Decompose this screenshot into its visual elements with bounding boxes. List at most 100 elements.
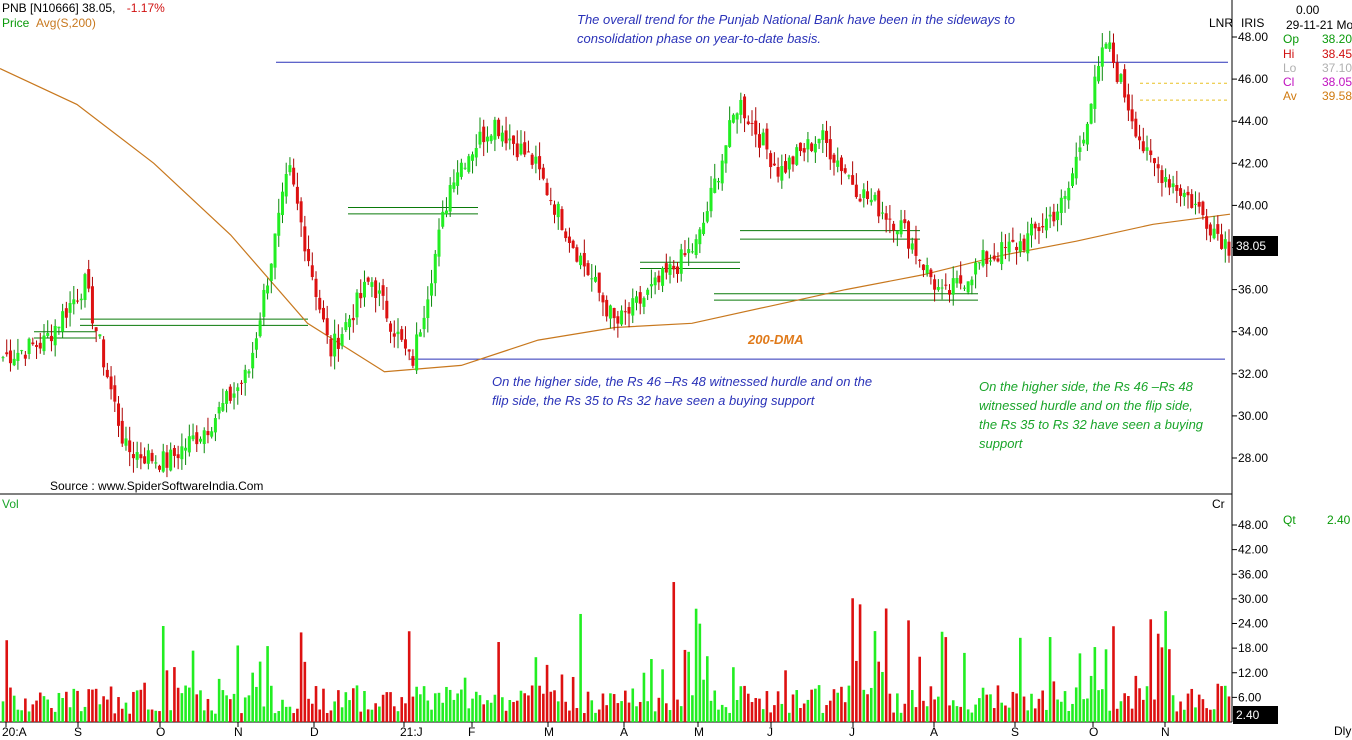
candle-body: [307, 248, 311, 262]
candle-body: [452, 182, 456, 189]
candle-body: [530, 154, 534, 165]
volume-bar: [1048, 637, 1052, 722]
volume-bar: [9, 687, 12, 722]
volume-bar: [750, 702, 754, 722]
candle-body: [336, 337, 340, 349]
candle-body: [687, 249, 691, 254]
volume-bar: [903, 703, 907, 722]
volume-bar: [1179, 701, 1182, 722]
candle-body: [474, 147, 478, 158]
volume-bar: [419, 694, 422, 722]
chart-header: PNB [N10666] 38.05, -1.17%: [2, 1, 165, 15]
candle-body: [512, 135, 516, 144]
candle-body: [187, 436, 191, 453]
candle-body: [1175, 185, 1179, 191]
candle-body: [1179, 188, 1183, 196]
volume-bar: [348, 700, 351, 722]
candle-body: [873, 194, 877, 201]
volume-bar: [1011, 691, 1015, 722]
candle-body: [866, 191, 870, 200]
volume-bar: [1134, 675, 1138, 722]
volume-bar: [575, 708, 579, 722]
volume-bar: [1004, 705, 1007, 722]
volume-bar: [1141, 699, 1145, 722]
price-tick-label: 44.00: [1238, 114, 1268, 128]
volume-bar: [922, 700, 925, 722]
candle-body: [42, 335, 46, 352]
volume-bar: [717, 709, 720, 722]
volume-bar: [1115, 708, 1119, 722]
candle-body: [668, 264, 672, 275]
volume-bar: [400, 697, 404, 722]
source-label: Source : www.SpiderSoftwareIndia.Com: [50, 479, 264, 493]
volume-bar: [180, 693, 184, 722]
time-tick-label: S: [1011, 725, 1019, 739]
volume-tick-label: 48.00: [1238, 518, 1268, 532]
candle-body: [344, 322, 348, 331]
volume-bar: [184, 685, 187, 722]
volume-bar: [109, 686, 113, 722]
volume-bar: [120, 708, 124, 722]
time-tick-label: S: [74, 725, 82, 739]
candle-body: [526, 151, 530, 153]
volume-bar: [61, 698, 64, 722]
volume-bar: [351, 688, 355, 722]
avg-value: 39.58: [1322, 89, 1352, 103]
volume-bar: [985, 694, 989, 722]
candle-body: [370, 282, 374, 287]
volume-bar: [329, 710, 333, 722]
candle-body: [1220, 234, 1224, 249]
candle-body: [161, 451, 165, 472]
volume-bar: [370, 709, 374, 722]
volume-bar: [1067, 710, 1071, 722]
volume-bar: [1030, 693, 1033, 722]
candle-body: [854, 184, 858, 197]
volume-bar: [1149, 619, 1153, 722]
candle-body: [1227, 241, 1231, 256]
candle-body: [974, 262, 978, 275]
candle-body: [798, 142, 802, 152]
candle-body: [731, 114, 735, 123]
volume-bar: [974, 704, 977, 722]
close-value: 38.05: [1322, 75, 1352, 89]
candle-body: [802, 148, 806, 153]
candle-body: [981, 250, 985, 266]
candle-body: [448, 185, 452, 212]
volume-bar: [579, 613, 582, 722]
volume-bar: [992, 708, 996, 722]
volume-bar: [594, 712, 597, 722]
price-tick-label: 30.00: [1238, 409, 1268, 423]
candle-body: [1182, 192, 1186, 198]
candle-body: [400, 329, 404, 340]
volume-bar: [646, 701, 649, 722]
candle-body: [571, 240, 575, 248]
volume-bar: [515, 700, 519, 722]
candle-body: [232, 393, 236, 398]
candle-body: [754, 120, 758, 135]
time-tick-label: O: [156, 725, 165, 739]
volume-bar: [605, 705, 608, 722]
candle-body: [31, 342, 35, 345]
candle-body: [109, 376, 113, 390]
volume-bar: [687, 651, 690, 722]
open-value: 38.20: [1322, 32, 1352, 46]
volume-bar: [1220, 686, 1223, 722]
candle-body: [579, 255, 583, 266]
volume-bar: [855, 660, 858, 722]
price-tick-label: 28.00: [1238, 451, 1268, 465]
open-label: Op: [1283, 32, 1300, 46]
candle-body: [16, 352, 20, 361]
volume-bar: [564, 701, 567, 722]
price-tick-label: 40.00: [1238, 198, 1268, 212]
candle-body: [258, 320, 262, 337]
volume-bar: [989, 694, 992, 722]
candle-body: [1115, 62, 1119, 82]
volume-bar: [42, 696, 46, 722]
candle-body: [172, 447, 176, 456]
volume-bar: [318, 709, 322, 722]
volume-bar: [1145, 686, 1149, 722]
candle-body: [1097, 65, 1101, 82]
candle-body: [933, 279, 937, 290]
candle-body: [500, 132, 504, 142]
high-value: 38.45: [1322, 47, 1352, 61]
